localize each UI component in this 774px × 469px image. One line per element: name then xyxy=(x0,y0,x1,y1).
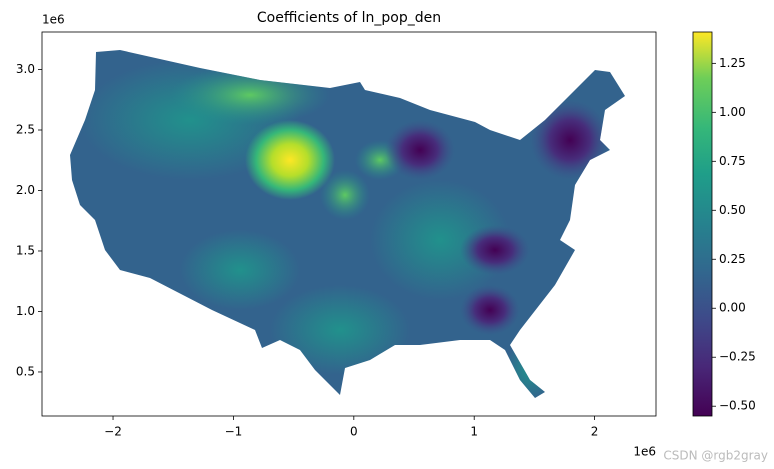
watermark: CSDN @rgb2gray xyxy=(663,449,768,463)
colorbar xyxy=(692,31,713,417)
y-tick-label: 2.0 xyxy=(16,183,35,197)
colorbar-tick-label: 0.75 xyxy=(719,154,746,168)
colorbar-tick-label: 0.25 xyxy=(719,252,746,266)
colorbar-tick-label: 0.50 xyxy=(719,203,746,217)
x-tick-label: −2 xyxy=(104,425,122,439)
colorbar-tick-label: 1.00 xyxy=(719,105,746,119)
y-tick-label: 2.5 xyxy=(16,122,35,136)
chart-title: Coefficients of ln_pop_den xyxy=(257,10,441,26)
x-tick-label: 1 xyxy=(470,425,478,439)
colorbar-tick-label: −0.50 xyxy=(719,399,756,413)
x-offset-label: 1e6 xyxy=(633,445,656,459)
x-tick-label: 2 xyxy=(591,425,599,439)
y-tick-label: 1.0 xyxy=(16,304,35,318)
x-tick-label: −1 xyxy=(225,425,243,439)
colorbar-tick-label: 0.00 xyxy=(719,301,746,315)
map xyxy=(70,50,625,398)
colorbar-tick-label: 1.25 xyxy=(719,56,746,70)
y-tick-label: 0.5 xyxy=(16,364,35,378)
y-tick-label: 3.0 xyxy=(16,62,35,76)
colorbar-tick-label: −0.25 xyxy=(719,350,756,364)
axes-frame xyxy=(41,31,657,417)
y-offset-label: 1e6 xyxy=(42,13,65,27)
y-tick-label: 1.5 xyxy=(16,243,35,257)
x-tick-label: 0 xyxy=(350,425,358,439)
